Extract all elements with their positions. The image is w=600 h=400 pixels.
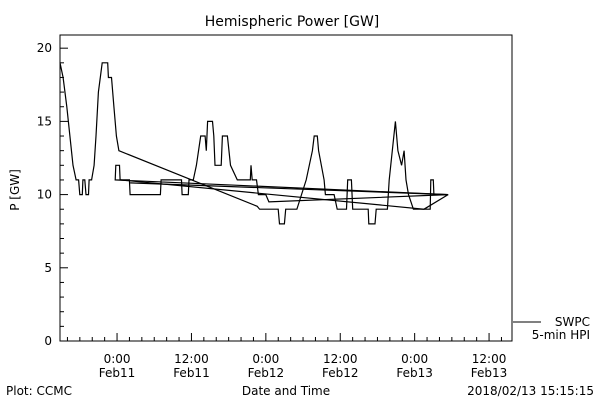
x-tick-label-time: 0:00 [104,352,131,366]
x-tick-label-date: Feb13 [396,366,433,380]
x-axis-label: Date and Time [242,384,330,398]
x-tick-label-time: 12:00 [472,352,507,366]
series-line-swpc [120,179,449,210]
y-axis-label: P [GW] [8,169,22,211]
series-line-swpc [114,120,449,203]
series-line-swpc [59,62,449,225]
plot-credit: Plot: CCMC [6,384,72,398]
y-tick-label: 20 [37,41,52,55]
x-tick-label-date: Feb12 [322,366,359,380]
plot-frame [59,34,513,342]
x-tick-label-time: 0:00 [401,352,428,366]
x-tick-label-time: 12:00 [323,352,358,366]
y-tick-label: 10 [37,188,52,202]
chart-title: Hemispheric Power [GW] [205,14,380,30]
x-tick-label-date: Feb11 [173,366,210,380]
legend: SWPC 5-min HPI [513,315,590,342]
x-tick-label-time: 0:00 [252,352,279,366]
y-tick-label: 15 [37,114,52,128]
y-tick-label: 5 [44,261,52,275]
plot-timestamp: 2018/02/13 15:15:15 [467,384,594,398]
y-tick-label: 0 [44,334,52,348]
x-tick-label-date: Feb13 [471,366,508,380]
legend-hpi-label: 5-min HPI [532,328,590,342]
series-line-swpc [130,182,449,196]
legend-swpc-label: SWPC [555,315,590,329]
x-tick-label-date: Feb12 [248,366,285,380]
x-tick-label-date: Feb11 [99,366,136,380]
x-tick-label-time: 12:00 [174,352,209,366]
